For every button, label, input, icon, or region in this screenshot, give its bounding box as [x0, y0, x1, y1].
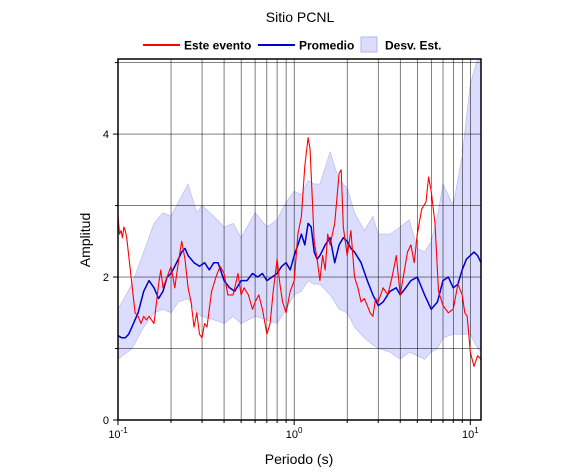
series-line-promedio [118, 222, 481, 339]
y-tick-label: 4 [103, 129, 109, 141]
x-axis-label: Periodo (s) [265, 451, 333, 467]
std-band [118, 59, 481, 360]
x-tick-label: 10-1 [108, 426, 128, 441]
x-tick-label: 101 [462, 426, 479, 441]
x-tick-label: 100 [286, 426, 303, 441]
legend: Este evento Promedio Desv. Est. [143, 36, 441, 53]
chart-title: Sitio PCNL [266, 9, 335, 25]
plot-frame [117, 58, 482, 421]
y-tick-label: 0 [103, 415, 109, 427]
legend-label-std: Desv. Est. [385, 39, 441, 53]
plot-area: 0 2 4 10-1 100 101 [103, 58, 482, 441]
legend-label-event: Este evento [184, 39, 251, 53]
legend-swatch-std [360, 36, 378, 53]
y-tick-label: 2 [103, 272, 109, 284]
series-line-este-evento [118, 137, 481, 367]
legend-label-mean: Promedio [299, 39, 354, 53]
y-axis-label: Amplitud [77, 213, 93, 267]
